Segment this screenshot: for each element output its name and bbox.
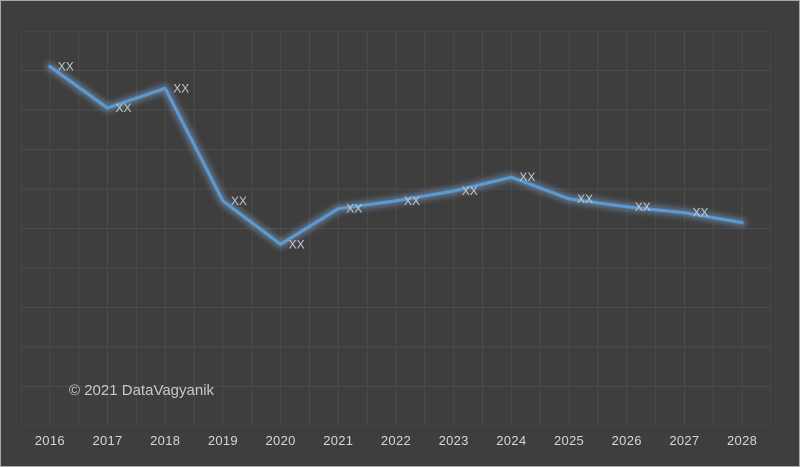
data-point-label: XX [58,60,74,74]
x-axis-label: 2016 [34,433,65,448]
data-point-label: XX [404,194,420,208]
x-axis-label: 2025 [553,433,585,448]
x-axis-label: 2022 [380,433,412,448]
data-point-label: XX [577,192,593,206]
data-point-label: XX [519,170,535,184]
data-point-label: XX [693,206,709,220]
data-point-label: XX [635,200,651,214]
line-chart: XX XX XX XX XX XX XX XX XX XX XX XX [21,31,771,426]
x-axis-label: 2024 [496,433,527,448]
data-point-label: XX [116,101,132,115]
x-axis-label: 2019 [207,433,238,448]
watermark: © 2021 DataVagyanik [69,382,215,399]
data-point-label: XX [462,184,478,198]
gridlines [21,31,771,426]
x-axis-label: 2017 [92,433,123,448]
data-point-label: XX [346,202,362,216]
line-series [48,65,744,246]
x-axis-label: 2018 [150,433,181,448]
plot-area: XX XX XX XX XX XX XX XX XX XX XX XX [21,31,771,426]
x-axis-label: 2021 [323,433,354,448]
x-axis-label: 2027 [669,433,700,448]
x-axis-label: 2026 [611,433,642,448]
data-point-label: XX [289,237,305,251]
x-axis-label: 2028 [727,433,758,448]
data-point-label: XX [231,194,247,208]
x-axis: 2016 2017 2018 2019 2020 2021 2022 2023 2024 2025… [21,433,771,448]
x-axis-label: 2020 [265,433,296,448]
x-axis-label: 2023 [438,433,469,448]
data-point-label: XX [173,81,189,95]
